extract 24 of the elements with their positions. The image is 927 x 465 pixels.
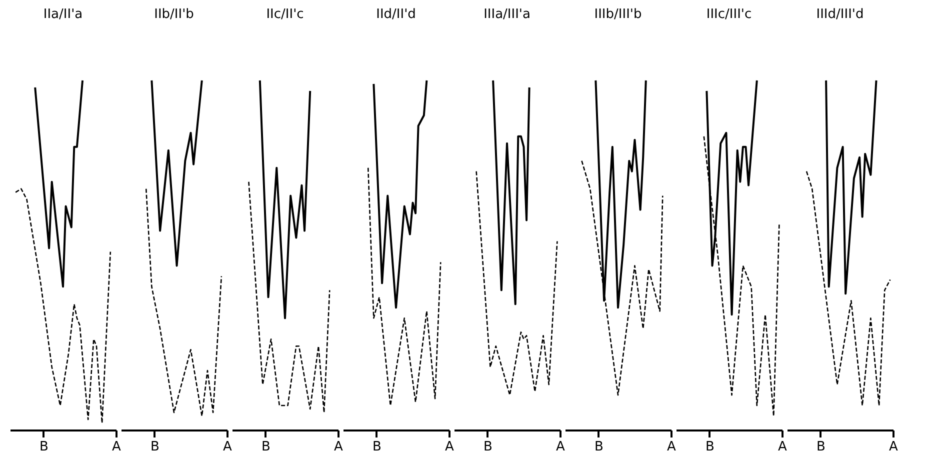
x-tick-label: B — [262, 440, 270, 454]
x-tick-label: B — [594, 440, 604, 454]
x-tick-label: A — [445, 440, 454, 454]
x-tick-label: B — [150, 440, 160, 454]
chart-title: IIId/III'd — [816, 7, 864, 22]
chart-title: IIc/II'c — [266, 7, 304, 22]
chart-title: IIb/II'b — [154, 7, 194, 22]
x-tick-label: A — [112, 440, 122, 454]
chart-title: IIIb/III'b — [594, 7, 642, 22]
x-tick-label: B — [816, 440, 826, 454]
x-tick-label: B — [40, 440, 48, 454]
chart-title: IIIc/III'c — [706, 7, 752, 22]
chart-title: IIa/II'a — [43, 7, 83, 22]
chart-title: IId/II'd — [376, 7, 416, 22]
x-tick-label: A — [667, 440, 676, 454]
x-tick-label: A — [889, 440, 898, 454]
x-tick-label: A — [556, 440, 566, 454]
x-tick-label: B — [372, 440, 382, 454]
chart-title: IIIa/III'a — [484, 7, 530, 22]
x-tick-label: B — [706, 440, 714, 454]
x-tick-label: A — [223, 440, 232, 454]
x-tick-label: A — [334, 440, 344, 454]
x-tick-label: B — [484, 440, 492, 454]
x-tick-label: A — [778, 440, 788, 454]
